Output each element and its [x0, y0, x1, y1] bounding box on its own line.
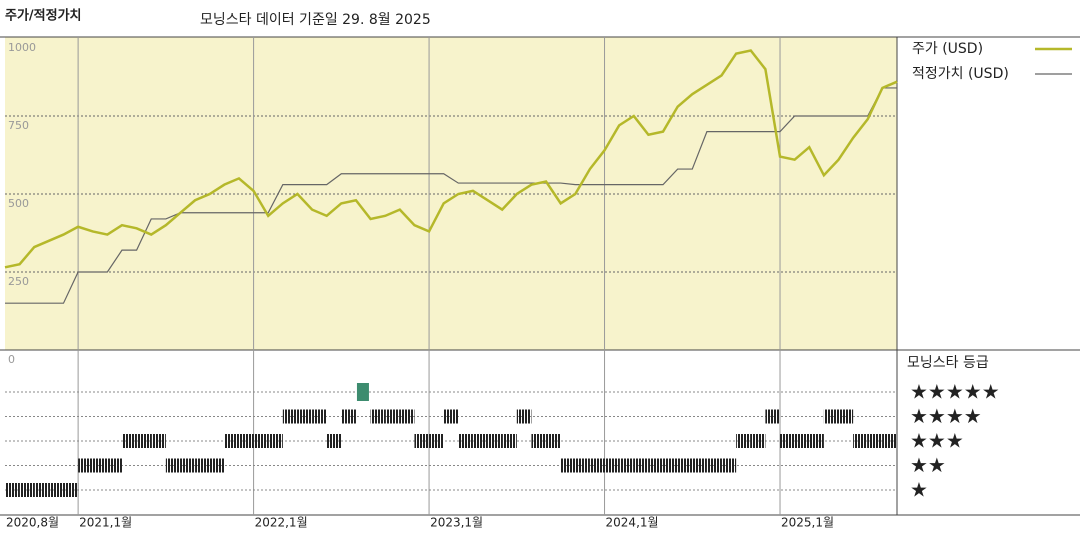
rating-bar — [443, 409, 459, 424]
x-tick-label: 2022,1월 — [255, 516, 308, 530]
rating-bar — [5, 483, 20, 497]
rating-bar — [195, 458, 210, 473]
rating-bar — [312, 409, 327, 424]
x-tick-label: 2024,1월 — [606, 516, 659, 530]
legend-label: 적정가치 (USD) — [912, 66, 1009, 82]
legend-label: 주가 (USD) — [912, 41, 983, 57]
chart-title: 주가/적정가치 — [5, 8, 82, 24]
rating-bar — [765, 409, 781, 424]
rating-bar — [867, 434, 883, 448]
rating-bar — [604, 458, 620, 473]
rating-bar — [165, 458, 181, 473]
rating-bar — [341, 409, 356, 424]
x-tick-label: 2020,8월 — [6, 516, 59, 530]
rating-bar — [209, 458, 225, 473]
rating-bar — [575, 458, 590, 473]
rating-bar — [297, 409, 313, 424]
y-tick-label: 0 — [8, 353, 15, 366]
rating-bar — [838, 409, 854, 424]
rating-bar — [882, 434, 897, 448]
rating-bar — [429, 434, 444, 448]
rating-label: ★★★★ — [910, 404, 982, 428]
rating-bar — [560, 458, 576, 473]
rating-bar — [619, 458, 634, 473]
x-tick-label: 2021,1월 — [79, 516, 132, 530]
rating-bar — [750, 434, 766, 448]
rating-bar — [531, 434, 547, 448]
rating-bar — [370, 409, 386, 424]
rating-bar — [823, 409, 839, 424]
rating-label: ★★ — [910, 453, 946, 477]
rating-bar — [794, 434, 810, 448]
rating-bar — [224, 434, 239, 448]
y-tick-label: 1000 — [8, 41, 36, 54]
rating-bar — [121, 434, 137, 448]
rating-bar — [151, 434, 166, 448]
rating-bar — [19, 483, 35, 497]
rating-bar — [356, 383, 369, 401]
rating-bar — [546, 434, 561, 448]
rating-bar — [677, 458, 693, 473]
rating-bar — [706, 458, 722, 473]
rating-bar — [648, 458, 664, 473]
rating-label: ★★★ — [910, 429, 964, 453]
y-tick-label: 250 — [8, 275, 29, 288]
rating-bar — [472, 434, 488, 448]
rating-bar — [92, 458, 108, 473]
rating-bar — [136, 434, 152, 448]
rating-bar — [780, 434, 795, 448]
rating-title: 모닝스타 등급 — [907, 355, 989, 371]
rating-bar — [692, 458, 707, 473]
rating-bar — [663, 458, 678, 473]
rating-bar — [107, 458, 122, 473]
rating-bar — [385, 409, 400, 424]
rating-label: ★★★★★ — [910, 380, 1000, 404]
rating-bar — [78, 458, 93, 473]
rating-bar — [853, 434, 868, 448]
rating-bar — [180, 458, 196, 473]
rating-bar — [721, 458, 737, 473]
series-line — [4, 49, 898, 269]
rating-bar — [458, 434, 473, 448]
rating-bar — [809, 434, 824, 448]
rating-bar — [516, 409, 532, 424]
rating-label: ★ — [910, 478, 928, 502]
rating-bar — [34, 483, 49, 497]
rating-bar — [399, 409, 415, 424]
rating-bar — [414, 434, 430, 448]
rating-bar — [487, 434, 503, 448]
rating-bar — [268, 434, 283, 448]
x-tick-label: 2023,1월 — [430, 516, 483, 530]
rating-bar — [48, 483, 64, 497]
rating-bar — [589, 458, 605, 473]
rating-bar — [736, 434, 751, 448]
chart-subtitle: 모닝스타 데이터 기준일 29. 8월 2025 — [200, 12, 431, 28]
rating-bar — [633, 458, 649, 473]
x-tick-label: 2025,1월 — [781, 516, 834, 530]
rating-bar — [502, 434, 517, 448]
rating-bar — [63, 483, 79, 497]
rating-bar — [253, 434, 269, 448]
rating-bar — [238, 434, 254, 448]
y-tick-label: 500 — [8, 197, 29, 210]
series-line — [5, 87, 897, 304]
rating-bar — [282, 409, 298, 424]
rating-bar — [326, 434, 342, 448]
y-tick-label: 750 — [8, 119, 29, 132]
